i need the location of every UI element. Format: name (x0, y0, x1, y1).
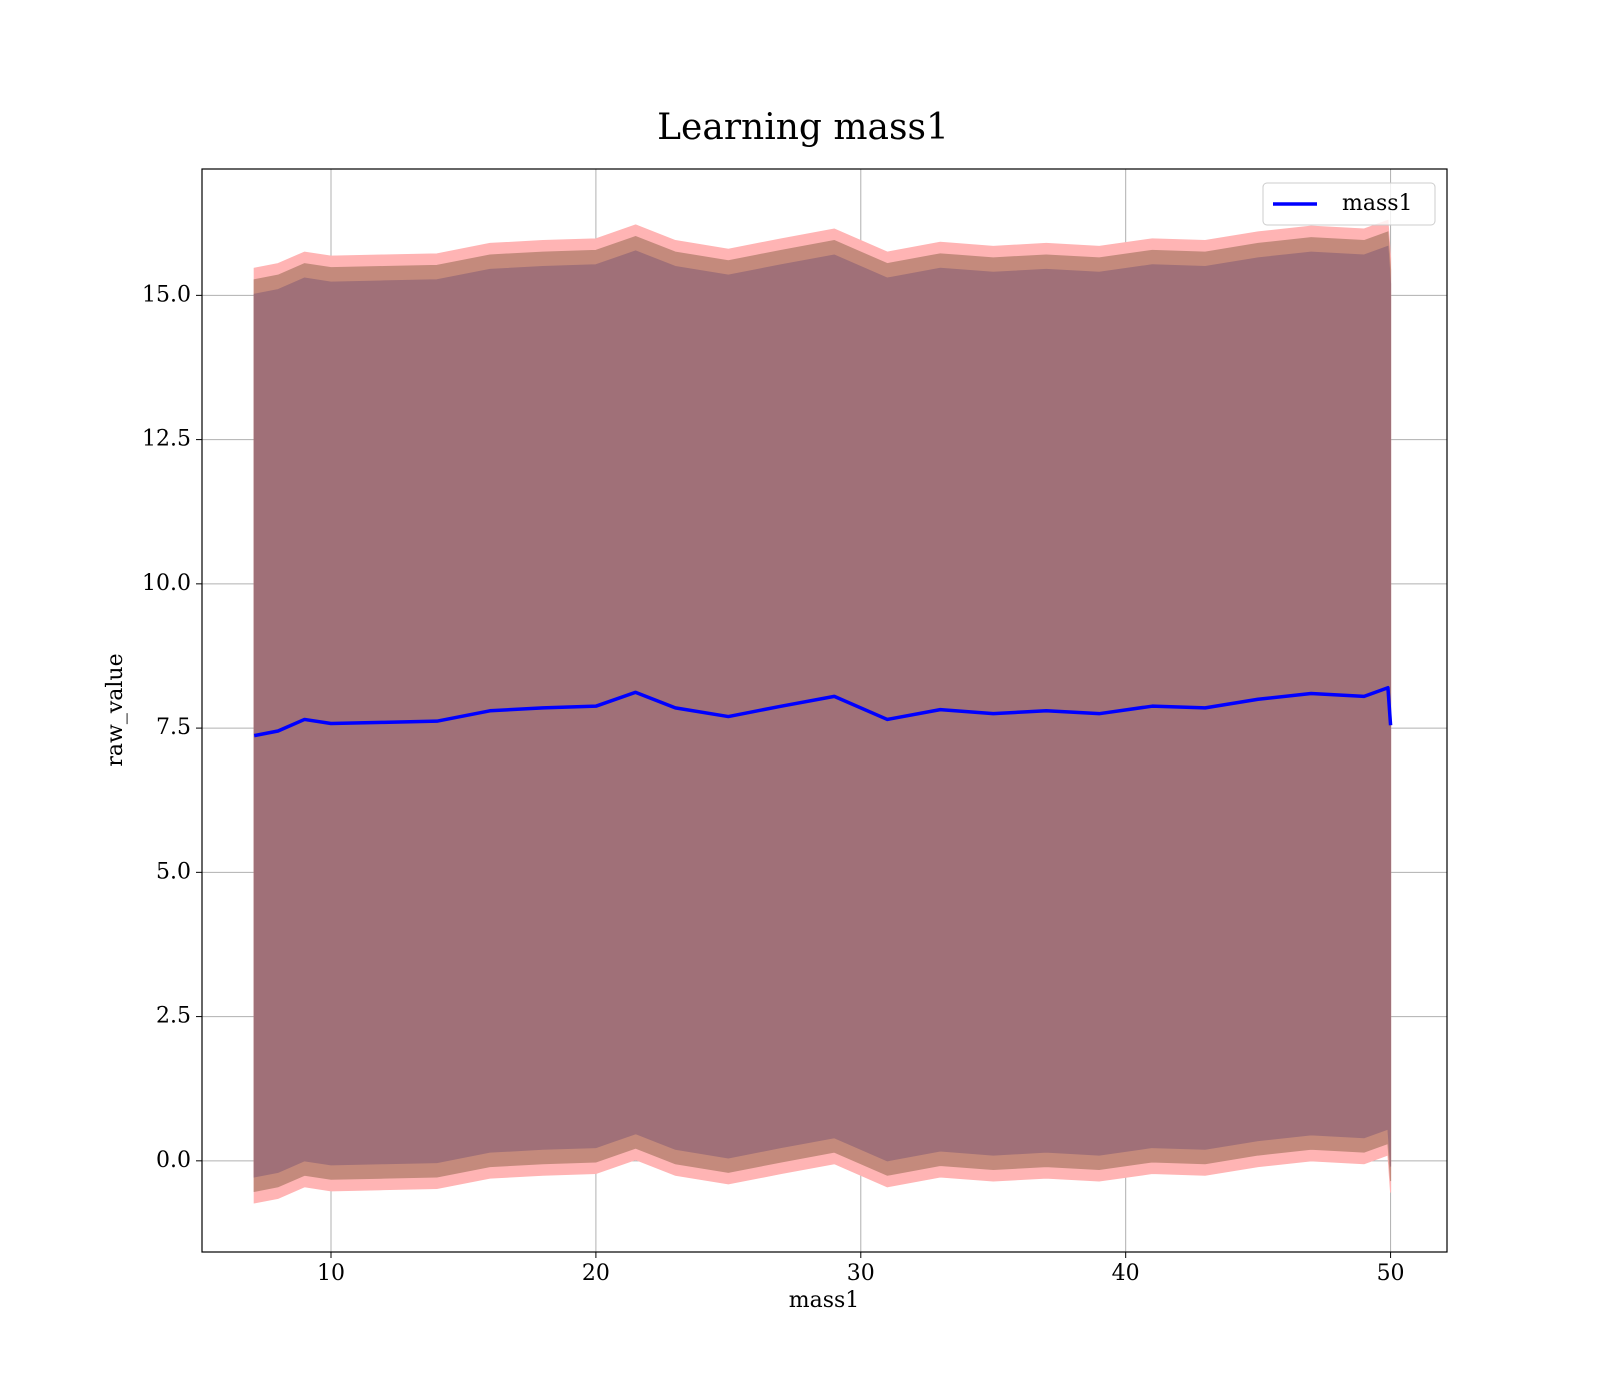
chart-title: Learning mass1 (657, 107, 949, 148)
y-axis-label: raw_value (103, 653, 128, 766)
legend-label: mass1 (1342, 191, 1413, 216)
legend-box (1262, 182, 1436, 226)
x-tick-label: 40 (1112, 1261, 1140, 1286)
plot-frame (201, 168, 1448, 1253)
y-tick-label: 15.0 (142, 282, 191, 307)
x-tick-label: 10 (317, 1261, 345, 1286)
x-tick-label: 50 (1377, 1261, 1405, 1286)
series-line (253, 685, 1393, 738)
x-axis-label: mass1 (789, 1288, 860, 1313)
y-tick-label: 12.5 (142, 427, 191, 452)
band-area (253, 245, 1392, 1178)
y-tick-label: 10.0 (142, 571, 191, 596)
y-tick-label: 7.5 (156, 715, 191, 740)
y-tick-label: 0.0 (156, 1148, 191, 1173)
y-tick-label: 5.0 (156, 859, 191, 884)
x-tick-label: 30 (847, 1261, 875, 1286)
y-tick-label: 2.5 (156, 1004, 191, 1029)
x-tick-label: 20 (582, 1261, 610, 1286)
